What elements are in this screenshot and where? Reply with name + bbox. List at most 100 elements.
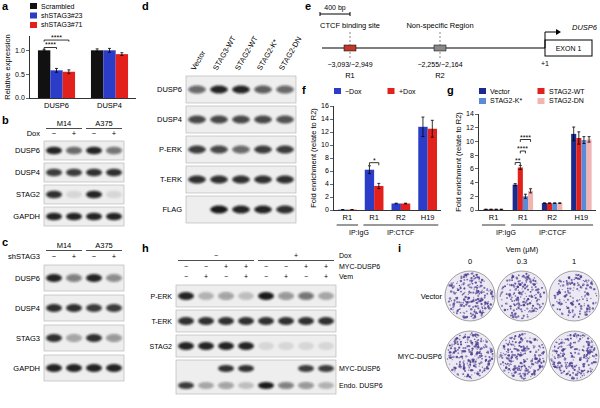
svg-text:0.5: 0.5 — [15, 71, 25, 78]
svg-text:+: + — [112, 252, 117, 261]
svg-text:+1: +1 — [541, 60, 549, 67]
svg-text:R2: R2 — [435, 71, 445, 80]
svg-text:Dox: Dox — [339, 252, 352, 259]
svg-text:****: **** — [520, 134, 531, 141]
svg-text:DUSP6: DUSP6 — [15, 274, 40, 283]
svg-text:Vem: Vem — [339, 273, 353, 280]
svg-text:+: + — [72, 129, 77, 138]
svg-text:H19: H19 — [574, 213, 588, 222]
svg-text:−: − — [52, 129, 57, 138]
svg-text:Non-specific Region: Non-specific Region — [406, 21, 473, 30]
svg-text:g: g — [447, 84, 454, 96]
svg-text:−: − — [284, 263, 288, 270]
svg-text:−: − — [52, 252, 57, 261]
svg-text:EXON 1: EXON 1 — [556, 45, 582, 52]
svg-text:R1: R1 — [489, 213, 499, 222]
svg-text:0: 0 — [325, 206, 329, 213]
svg-text:M14: M14 — [57, 241, 72, 250]
svg-text:e: e — [305, 0, 311, 12]
svg-text:DUSP6: DUSP6 — [572, 23, 598, 32]
svg-text:400 bp: 400 bp — [324, 4, 346, 12]
svg-text:R1: R1 — [343, 213, 353, 222]
svg-text:R1: R1 — [345, 71, 355, 80]
svg-text:12: 12 — [321, 128, 329, 135]
svg-text:shSTAG3#71: shSTAG3#71 — [41, 21, 83, 28]
svg-text:Scrambled: Scrambled — [41, 3, 75, 10]
svg-text:DUSP6: DUSP6 — [157, 85, 182, 94]
svg-text:−: − — [204, 263, 208, 270]
svg-text:shSTAG3#23: shSTAG3#23 — [41, 12, 83, 19]
svg-text:M14: M14 — [57, 119, 72, 128]
svg-text:DUSP4: DUSP4 — [157, 115, 182, 124]
svg-text:c: c — [2, 236, 8, 248]
svg-text:A375: A375 — [95, 119, 113, 128]
svg-text:0: 0 — [468, 257, 472, 266]
svg-text:b: b — [2, 114, 9, 126]
svg-text:8: 8 — [325, 154, 329, 161]
svg-text:16: 16 — [321, 102, 329, 109]
svg-text:****: **** — [517, 145, 528, 152]
svg-text:R2: R2 — [396, 213, 406, 222]
svg-text:GAPDH: GAPDH — [13, 364, 40, 373]
svg-text:R1: R1 — [518, 213, 528, 222]
svg-text:+: + — [284, 273, 288, 280]
svg-text:Vector: Vector — [490, 88, 511, 95]
svg-text:4: 4 — [470, 179, 474, 186]
svg-text:d: d — [142, 0, 149, 12]
svg-text:−3,093/−2,949: −3,093/−2,949 — [327, 61, 372, 68]
svg-text:R1: R1 — [369, 213, 379, 222]
svg-text:−: − — [92, 252, 97, 261]
svg-text:1: 1 — [572, 257, 576, 266]
svg-text:+: + — [324, 263, 328, 270]
svg-text:Vem (μM): Vem (μM) — [506, 245, 539, 254]
svg-text:Dox: Dox — [27, 129, 41, 138]
svg-text:Vector: Vector — [189, 49, 208, 72]
svg-text:+: + — [112, 129, 117, 138]
svg-text:Endo. DUSP6: Endo. DUSP6 — [339, 382, 383, 389]
svg-text:shSTAG3: shSTAG3 — [8, 252, 40, 261]
svg-text:DUSP6: DUSP6 — [44, 101, 69, 110]
svg-text:2: 2 — [470, 193, 474, 200]
svg-text:MYC-DUSP6: MYC-DUSP6 — [339, 365, 380, 372]
svg-text:+: + — [224, 263, 228, 270]
svg-text:a: a — [2, 0, 9, 12]
svg-text:1.0: 1.0 — [15, 47, 25, 54]
svg-text:DUSP4: DUSP4 — [15, 304, 40, 313]
svg-text:P-ERK: P-ERK — [159, 145, 182, 154]
svg-text:MYC-DUSP6: MYC-DUSP6 — [339, 263, 380, 270]
svg-text:0.3: 0.3 — [517, 257, 527, 266]
svg-text:+: + — [244, 263, 248, 270]
svg-text:T-ERK: T-ERK — [151, 318, 172, 325]
svg-text:+: + — [324, 273, 328, 280]
svg-text:14: 14 — [321, 115, 329, 122]
svg-text:IP:CTCF: IP:CTCF — [387, 229, 414, 236]
svg-text:0: 0 — [470, 206, 474, 213]
svg-text:****: **** — [51, 34, 62, 41]
svg-text:IP:IgG: IP:IgG — [496, 229, 516, 237]
svg-text:−: − — [264, 273, 268, 280]
svg-text:12: 12 — [466, 124, 474, 131]
svg-text:STAG2: STAG2 — [16, 190, 40, 199]
svg-text:10: 10 — [321, 141, 329, 148]
svg-text:0.0: 0.0 — [15, 94, 25, 101]
svg-text:R2: R2 — [547, 213, 557, 222]
svg-text:****: **** — [45, 41, 56, 48]
svg-text:6: 6 — [325, 167, 329, 174]
svg-text:A375: A375 — [95, 241, 113, 250]
svg-text:+: + — [304, 263, 308, 270]
svg-text:Relative expression: Relative expression — [3, 34, 12, 99]
svg-text:H19: H19 — [421, 213, 435, 222]
svg-text:10: 10 — [466, 138, 474, 145]
svg-text:−: − — [264, 263, 268, 270]
svg-text:+: + — [72, 252, 77, 261]
svg-text:−: − — [214, 252, 218, 259]
svg-text:−: − — [184, 263, 188, 270]
svg-text:Fold enrichment (relate to R2): Fold enrichment (relate to R2) — [454, 112, 463, 212]
svg-text:−: − — [92, 129, 97, 138]
svg-text:DUSP6: DUSP6 — [15, 146, 40, 155]
svg-text:FLAG: FLAG — [162, 205, 182, 214]
svg-text:+: + — [294, 252, 298, 259]
svg-text:6: 6 — [470, 165, 474, 172]
svg-text:i: i — [398, 242, 401, 254]
svg-text:DUSP4: DUSP4 — [97, 101, 122, 110]
